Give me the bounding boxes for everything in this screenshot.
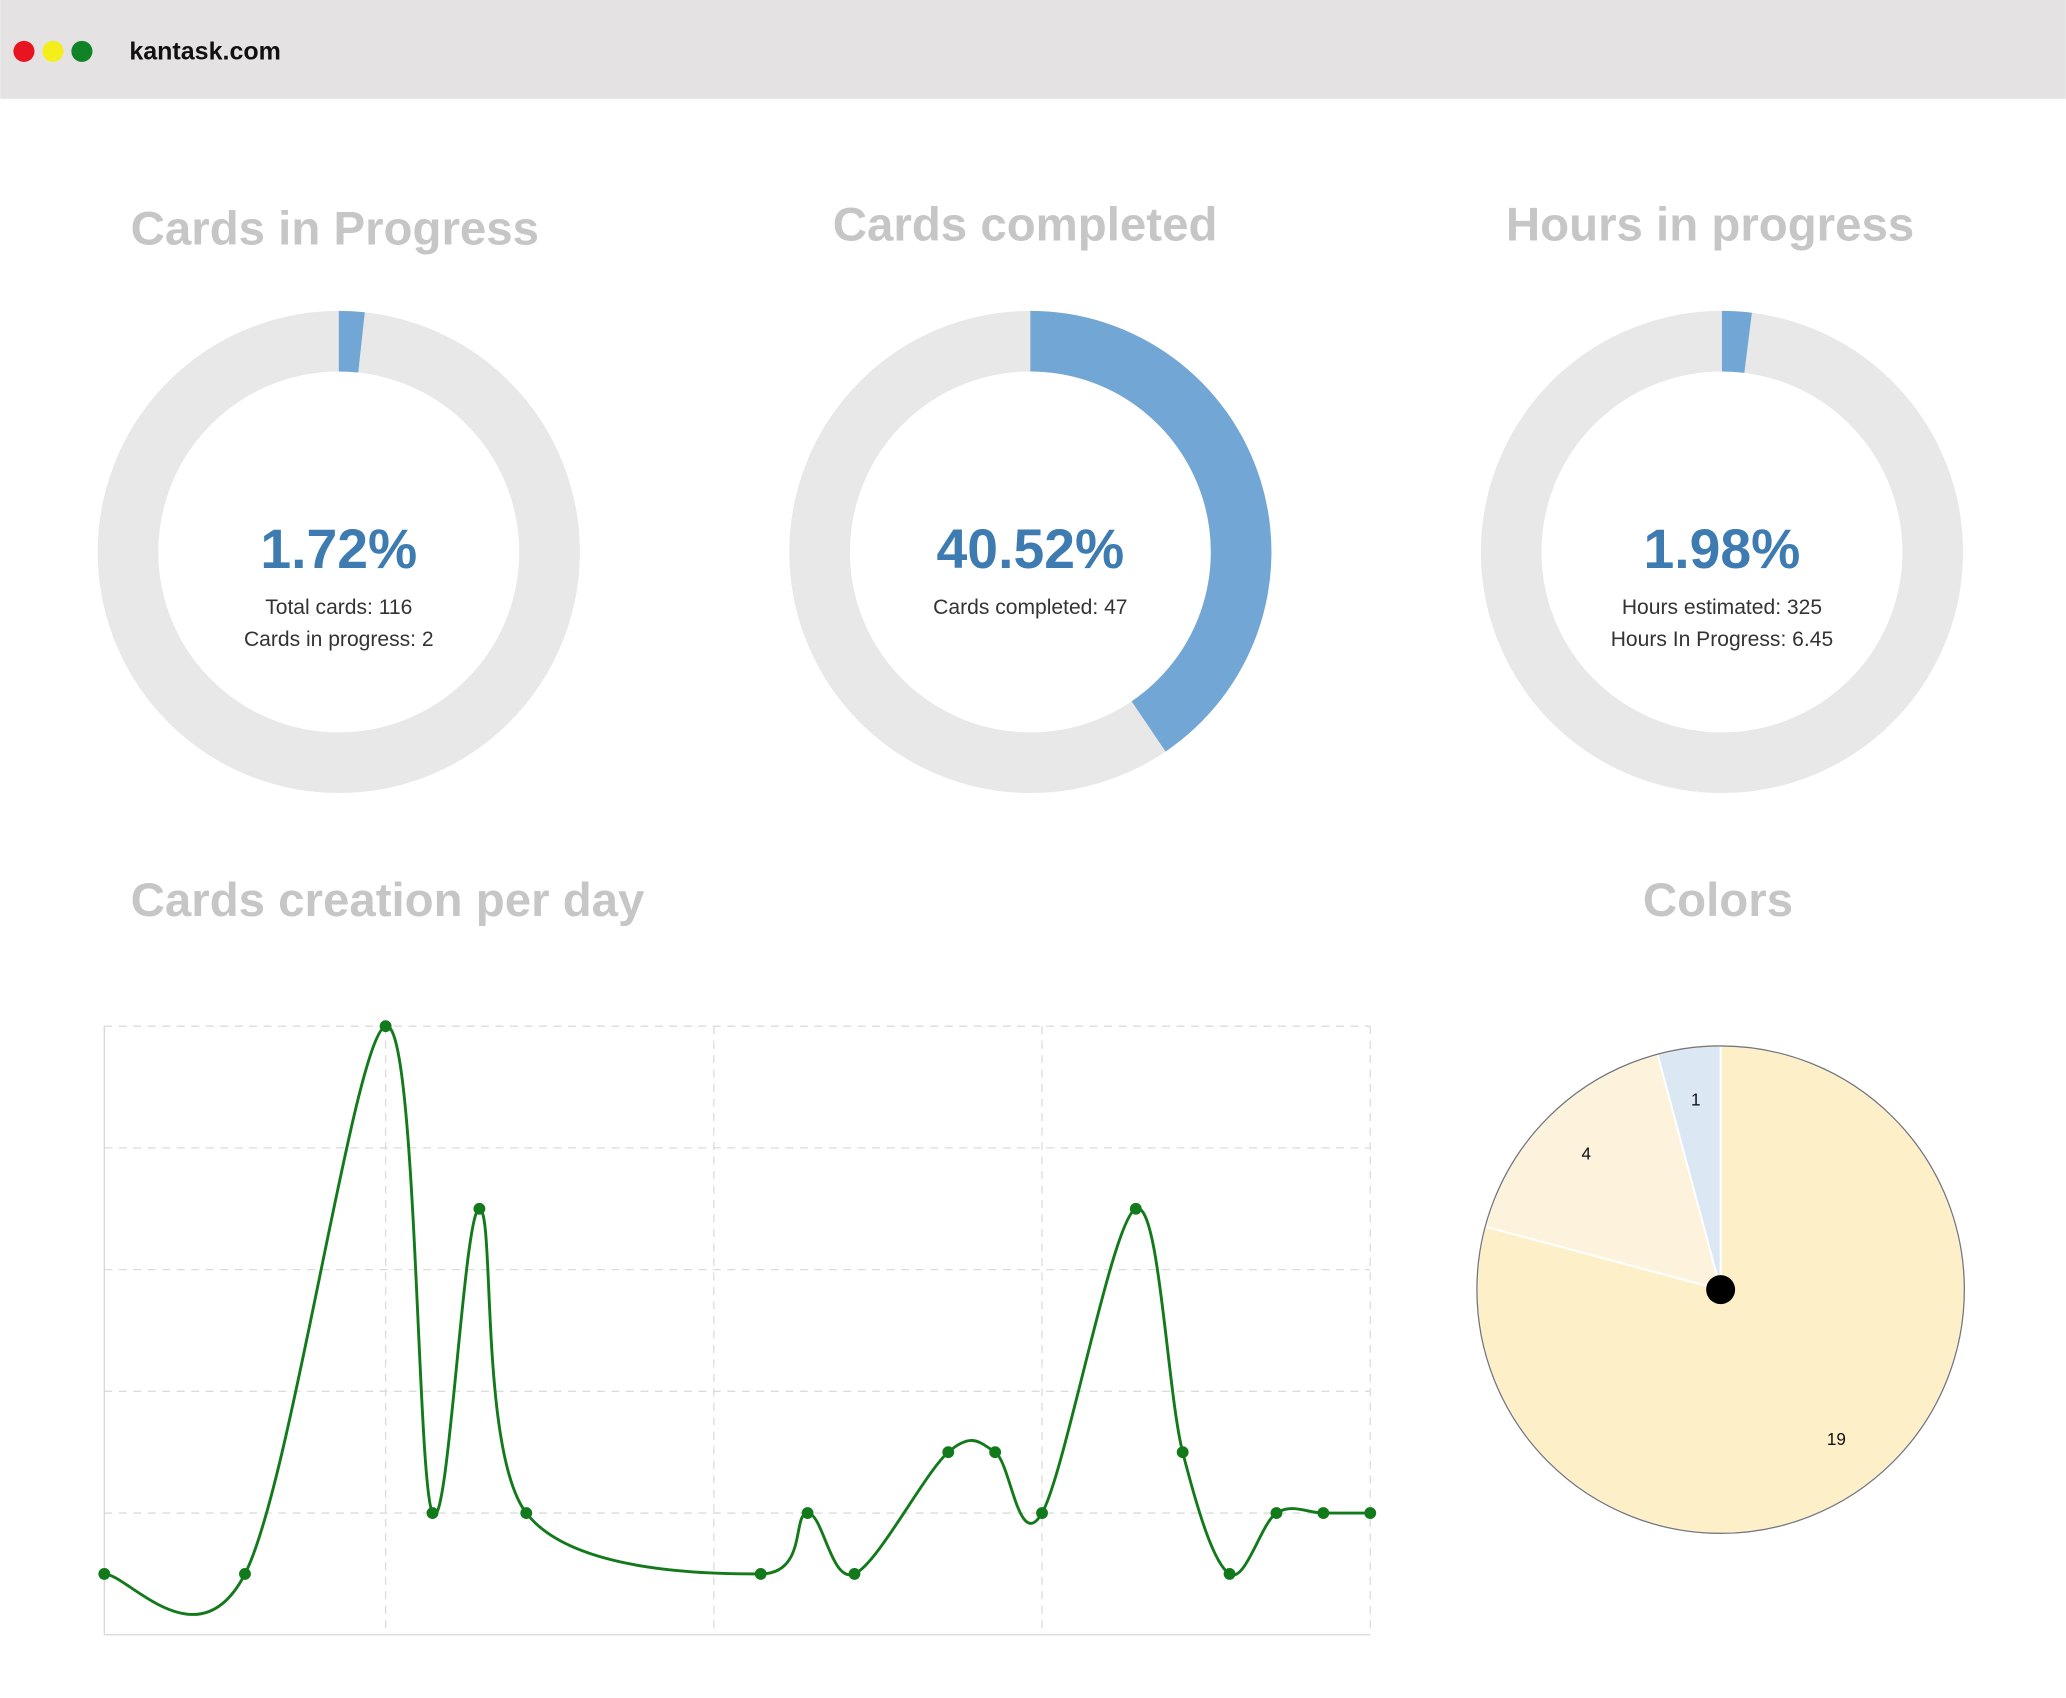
donut-caption: Cards in progress: 2 bbox=[244, 628, 434, 651]
donut-caption: Hours In Progress: 6.45 bbox=[1611, 628, 1833, 651]
chart-title: Cards completed bbox=[833, 198, 1218, 251]
pie-outline bbox=[1476, 1045, 1965, 1534]
point bbox=[848, 1567, 861, 1580]
url[interactable]: kantask.com bbox=[129, 37, 281, 65]
point bbox=[426, 1507, 439, 1519]
point bbox=[473, 1202, 486, 1215]
maximize-button[interactable] bbox=[71, 40, 93, 62]
donut-arc bbox=[1030, 310, 1272, 752]
point bbox=[989, 1446, 1002, 1459]
chart-title: Colors bbox=[1643, 874, 1793, 927]
point bbox=[239, 1567, 251, 1580]
point bbox=[942, 1446, 955, 1459]
slice-label: 1 bbox=[1691, 1091, 1701, 1110]
donut-arc bbox=[1721, 310, 1752, 373]
donut-value: 1.72% bbox=[260, 518, 417, 580]
donut-caption: Cards completed: 47 bbox=[933, 596, 1127, 619]
line bbox=[104, 1024, 1371, 1616]
slice-label: 19 bbox=[1827, 1430, 1846, 1449]
point bbox=[1317, 1507, 1330, 1519]
point bbox=[1129, 1202, 1142, 1215]
point bbox=[1176, 1446, 1189, 1459]
donut-caption: Total cards: 116 bbox=[265, 596, 412, 619]
chart-title: Cards creation per day bbox=[131, 874, 645, 927]
point bbox=[520, 1507, 533, 1519]
point bbox=[1364, 1507, 1377, 1519]
donut-arc bbox=[338, 310, 365, 373]
close-button[interactable] bbox=[13, 40, 35, 62]
minimize-button[interactable] bbox=[42, 40, 64, 62]
point bbox=[754, 1567, 767, 1580]
point bbox=[801, 1507, 814, 1519]
point bbox=[1270, 1507, 1283, 1519]
chart-title: Cards in Progress bbox=[131, 202, 539, 255]
point bbox=[98, 1567, 111, 1580]
slice-label: 4 bbox=[1581, 1145, 1591, 1164]
point bbox=[1036, 1507, 1048, 1519]
chart-title: Hours in progress bbox=[1506, 198, 1914, 251]
donut-caption: Hours estimated: 325 bbox=[1622, 596, 1822, 619]
donut-value: 1.98% bbox=[1644, 518, 1801, 580]
donut-value: 40.52% bbox=[937, 518, 1125, 580]
pie-center bbox=[1706, 1275, 1736, 1305]
point bbox=[379, 1020, 392, 1033]
browser-bar bbox=[0, 0, 2066, 99]
point bbox=[1223, 1567, 1236, 1580]
